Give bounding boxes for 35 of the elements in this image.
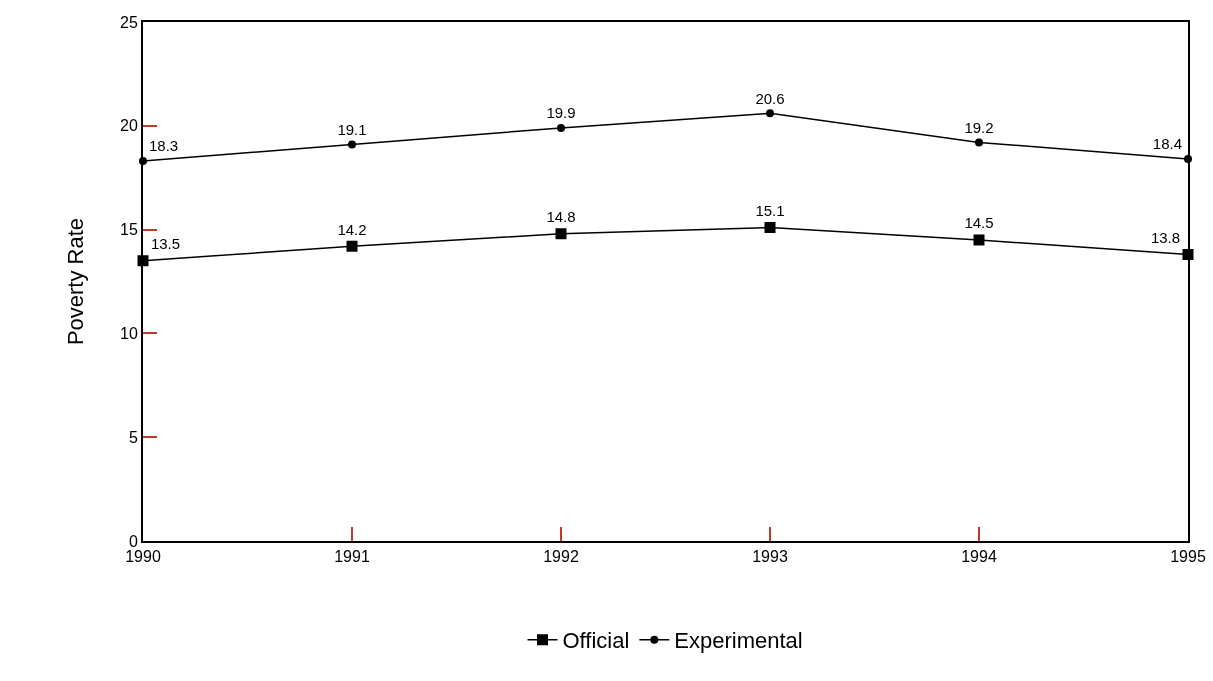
legend-label: Official: [562, 628, 630, 654]
data-label: 18.3: [149, 137, 179, 155]
point: [973, 234, 985, 246]
legend-label: Experimental: [674, 628, 803, 654]
y-axis-title: Poverty Rate: [63, 217, 89, 346]
point: [764, 222, 776, 234]
data-label: 18.4: [1152, 135, 1182, 153]
x-tick-label: 1995: [1170, 548, 1206, 566]
data-label: 13.5: [150, 235, 181, 253]
y-tick-label: 10: [120, 325, 138, 342]
data-label: 19.1: [337, 120, 367, 138]
point: [766, 109, 774, 118]
data-label: 14.2: [337, 220, 367, 238]
point: [348, 140, 356, 149]
y-tick-label: 25: [120, 13, 138, 31]
point: [975, 138, 983, 147]
y-tick-label: 15: [120, 221, 138, 239]
x-tick-label: 1991: [334, 548, 370, 566]
y-tick-label: 0: [128, 532, 138, 550]
x-tick-label: 1993: [752, 548, 788, 566]
data-label: 19.2: [964, 118, 994, 136]
y-tick-label: 5: [128, 428, 138, 446]
data-label: 20.6: [755, 89, 785, 107]
point: [557, 123, 565, 132]
y-tick-label: 20: [120, 117, 138, 135]
data-label: 14.8: [546, 208, 576, 226]
data-label: 19.9: [546, 104, 576, 122]
point: [555, 228, 567, 240]
x-tick-label: 1994: [961, 548, 997, 566]
x-tick-label: 1992: [543, 548, 579, 566]
data-label: 14.5: [964, 214, 994, 232]
x-tick-label: 1990: [125, 548, 161, 566]
point: [346, 240, 358, 252]
data-label: 15.1: [755, 201, 785, 219]
data-label: 13.8: [1150, 228, 1181, 246]
